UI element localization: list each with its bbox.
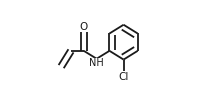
Text: Cl: Cl bbox=[118, 72, 129, 82]
Text: O: O bbox=[80, 22, 88, 32]
Text: NH: NH bbox=[89, 58, 104, 68]
